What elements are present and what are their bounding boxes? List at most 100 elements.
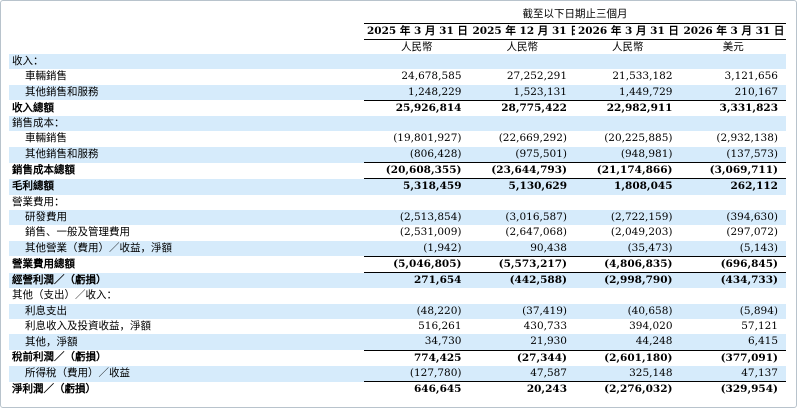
row-value: 325,148 xyxy=(575,365,681,382)
income-statement-table: 截至以下日期止三個月 2025 年 3 月 31 日 2025 年 12 月 3… xyxy=(9,5,786,398)
row-value xyxy=(575,116,681,132)
table-row: 稅前利潤／（虧損） 774,425 (27,344) (2,601,180) (377,… xyxy=(9,349,786,366)
table-row: 研發費用 (2,513,854) (3,016,587) (2,722,159) (39… xyxy=(9,209,786,226)
row-value: 6,415 xyxy=(680,334,786,351)
table-row: 淨利潤／（虧損） 646,645 20,243 (2,276,032) (329,954… xyxy=(9,381,786,398)
row-value: (377,091) xyxy=(680,349,786,366)
row-value: 5,318,459 xyxy=(364,178,470,195)
row-value: 1,523,131 xyxy=(469,84,575,101)
table-row: 其他，淨額 34,730 21,930 44,248 6,415 xyxy=(9,334,786,351)
row-value: (20,225,885) xyxy=(604,132,673,145)
row-label: 營業費用總額 xyxy=(12,257,75,270)
row-value: (434,733) xyxy=(680,272,786,289)
row-label: 營業費用： xyxy=(12,195,65,208)
row-value: 90,438 xyxy=(469,240,575,257)
row-value: (2,998,790) xyxy=(575,272,681,289)
row-label: 經營利潤／（虧損） xyxy=(9,272,364,289)
row-value: 271,654 xyxy=(364,272,470,289)
column-currency: 人民幣 xyxy=(612,41,644,53)
row-value: (297,072) xyxy=(726,226,778,239)
row-value: (19,801,927) xyxy=(393,132,462,145)
row-value: (329,954) xyxy=(680,381,786,398)
row-value: 394,020 xyxy=(629,320,673,333)
row-label: 收入總額 xyxy=(12,101,54,114)
row-value: 21,533,182 xyxy=(612,70,673,83)
date-header-row: 2025 年 3 月 31 日 2025 年 12 月 31 日 2026 年 … xyxy=(9,23,786,40)
row-value xyxy=(575,195,681,210)
row-label: 研發費用 xyxy=(9,209,364,226)
row-value xyxy=(681,288,787,303)
row-value: 774,425 xyxy=(364,349,470,366)
row-value: 47,137 xyxy=(680,365,786,382)
row-label: 毛利總額 xyxy=(9,178,364,195)
row-value: (806,428) xyxy=(364,146,470,163)
statement-body: 收入： 車輛銷售 24,678,585 27,252,291 21,533,182 3,1… xyxy=(9,54,786,398)
row-value: (394,630) xyxy=(680,209,786,226)
row-value: (4,806,835) xyxy=(575,255,681,273)
row-value: 3,331,823 xyxy=(680,99,786,117)
row-value: (696,845) xyxy=(680,255,786,273)
row-value: 34,730 xyxy=(364,334,470,351)
row-value: 20,243 xyxy=(469,381,575,398)
column-currency: 人民幣 xyxy=(506,41,539,53)
row-value: (2,513,854) xyxy=(364,209,470,226)
period-header-row: 截至以下日期止三個月 xyxy=(9,5,786,24)
row-value: (1,942) xyxy=(364,240,470,257)
column-date: 2025 年 12 月 31 日 xyxy=(469,23,575,40)
row-label: 所得稅（費用）／收益 xyxy=(9,365,364,382)
table-row: 利息支出 (48,220) (37,419) (40,658) (5,894) xyxy=(9,303,786,320)
row-label: 車輛銷售 xyxy=(25,132,67,145)
table-row: 其他營業（費用）／收益，淨額 (1,942) 90,438 (35,473) (5,14… xyxy=(9,240,786,257)
row-label: 銷售、一般及管理費用 xyxy=(25,226,130,239)
row-value: (3,069,711) xyxy=(680,162,786,179)
row-value: 210,167 xyxy=(680,84,786,101)
row-value: (442,588) xyxy=(469,272,575,289)
row-value: (22,669,292) xyxy=(498,132,567,145)
table-row: 銷售成本： xyxy=(9,116,786,132)
row-label: 收入： xyxy=(9,54,364,70)
column-date: 2026 年 3 月 31 日 xyxy=(575,23,681,40)
header-blank xyxy=(9,5,364,24)
row-value: (5,143) xyxy=(680,240,786,257)
header-blank xyxy=(9,24,364,40)
row-value xyxy=(575,54,681,70)
row-value: 646,645 xyxy=(364,381,470,398)
row-value: (975,501) xyxy=(469,146,575,163)
row-value: 22,982,911 xyxy=(575,99,681,117)
row-value xyxy=(364,288,470,303)
row-value: (2,531,009) xyxy=(399,226,462,239)
row-value: (35,473) xyxy=(575,240,681,257)
row-value: 3,121,656 xyxy=(724,70,778,83)
row-value: (21,174,866) xyxy=(575,162,681,179)
row-value: 1,808,045 xyxy=(575,178,681,195)
table-row: 經營利潤／（虧損） 271,654 (442,588) (2,998,790) (434… xyxy=(9,272,786,289)
row-value: (40,658) xyxy=(575,303,681,320)
row-value: 1,449,729 xyxy=(575,84,681,101)
column-date: 2026 年 3 月 31 日 xyxy=(680,23,786,40)
row-value xyxy=(470,288,576,303)
table-row: 銷售、一般及管理費用 (2,531,009) (2,647,068) (2,049,2… xyxy=(9,225,786,240)
row-label: 利息收入及投資收益，淨額 xyxy=(25,320,151,333)
table-row: 營業費用總額 (5,046,805) (5,573,217) (4,806,835)(… xyxy=(9,255,786,273)
table-row: 其他銷售和服務 (806,428) (975,501) (948,981) (137,5… xyxy=(9,146,786,163)
header-blank xyxy=(9,40,364,55)
row-value xyxy=(364,54,470,70)
row-value: (48,220) xyxy=(364,303,470,320)
table-row: 所得稅（費用）／收益 (127,780) 47,587 325,148 47,137 xyxy=(9,365,786,382)
row-value: 516,261 xyxy=(418,320,462,333)
row-label: 利息支出 xyxy=(9,303,364,320)
table-row: 車輛銷售 (19,801,927) (22,669,292) (20,225,885)… xyxy=(9,131,786,146)
row-label: 銷售成本： xyxy=(9,116,364,132)
column-currency: 美元 xyxy=(722,41,744,53)
row-value: 47,587 xyxy=(469,365,575,382)
period-caption: 截至以下日期止三個月 xyxy=(364,5,786,24)
row-value xyxy=(470,195,576,210)
row-value: (2,932,138) xyxy=(716,132,778,145)
row-label: 淨利潤／（虧損） xyxy=(12,382,96,395)
table-row: 車輛銷售 24,678,585 27,252,291 21,533,182 3,121,… xyxy=(9,69,786,84)
table-row: 收入總額 25,926,814 28,775,422 22,982,911 3,331,… xyxy=(9,99,786,117)
row-value: 1,248,229 xyxy=(364,84,470,101)
table-row: 收入： xyxy=(9,54,786,70)
row-value: 24,678,585 xyxy=(401,70,462,83)
row-value: (948,981) xyxy=(575,146,681,163)
